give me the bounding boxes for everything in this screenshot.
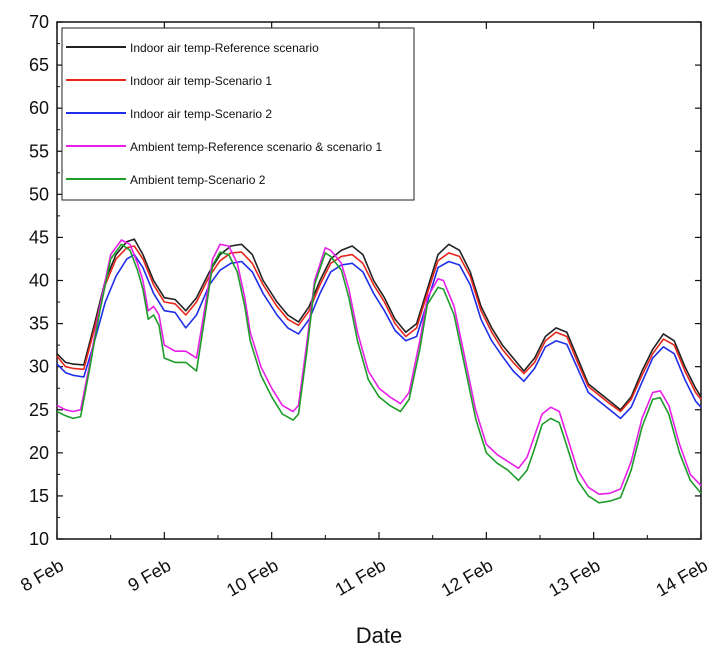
series-line-4: [56, 239, 702, 495]
y-tick-label: 60: [29, 98, 49, 118]
y-tick-label: 15: [29, 486, 49, 506]
legend-label-5: Ambient temp-Scenario 2: [130, 173, 266, 187]
y-tick-label: 25: [29, 400, 49, 420]
y-tick-label: 35: [29, 314, 49, 334]
y-tick-label: 65: [29, 55, 49, 75]
x-axis-title: Date: [356, 623, 402, 648]
y-tick-label: 10: [29, 529, 49, 549]
y-tick-label: 20: [29, 443, 49, 463]
y-tick-label: 30: [29, 357, 49, 377]
x-tick-label: 11 Feb: [332, 555, 389, 600]
series-line-1: [56, 238, 702, 411]
y-tick-label: 45: [29, 227, 49, 247]
series-line-2: [56, 245, 702, 413]
y-tick-label: 40: [29, 271, 49, 291]
x-tick-label: 12 Feb: [438, 555, 497, 600]
x-tick-label: 9 Feb: [124, 555, 174, 595]
x-tick-label: 8 Feb: [17, 555, 67, 595]
legend-label-1: Indoor air temp-Reference scenario: [130, 41, 319, 55]
legend: Indoor air temp-Reference scenario Indoor…: [61, 27, 415, 201]
legend-label-3: Indoor air temp-Scenario 2: [130, 107, 272, 121]
x-tick-label: 14 Feb: [652, 555, 711, 600]
y-tick-label: 50: [29, 184, 49, 204]
legend-label-2: Indoor air temp-Scenario 1: [130, 74, 272, 88]
series-layer: [56, 238, 702, 504]
x-tick-label: 10 Feb: [223, 555, 282, 600]
legend-label-4: Ambient temp-Reference scenario & scenar…: [130, 140, 382, 154]
y-tick-label: 70: [29, 12, 49, 32]
x-tick-label: 13 Feb: [545, 555, 604, 600]
series-line-3: [56, 253, 702, 420]
y-axis: 10 15 20 25 30 35 40 45 50 55 60 65 70: [29, 12, 701, 549]
y-tick-label: 55: [29, 141, 49, 161]
series-line-5: [56, 243, 702, 504]
